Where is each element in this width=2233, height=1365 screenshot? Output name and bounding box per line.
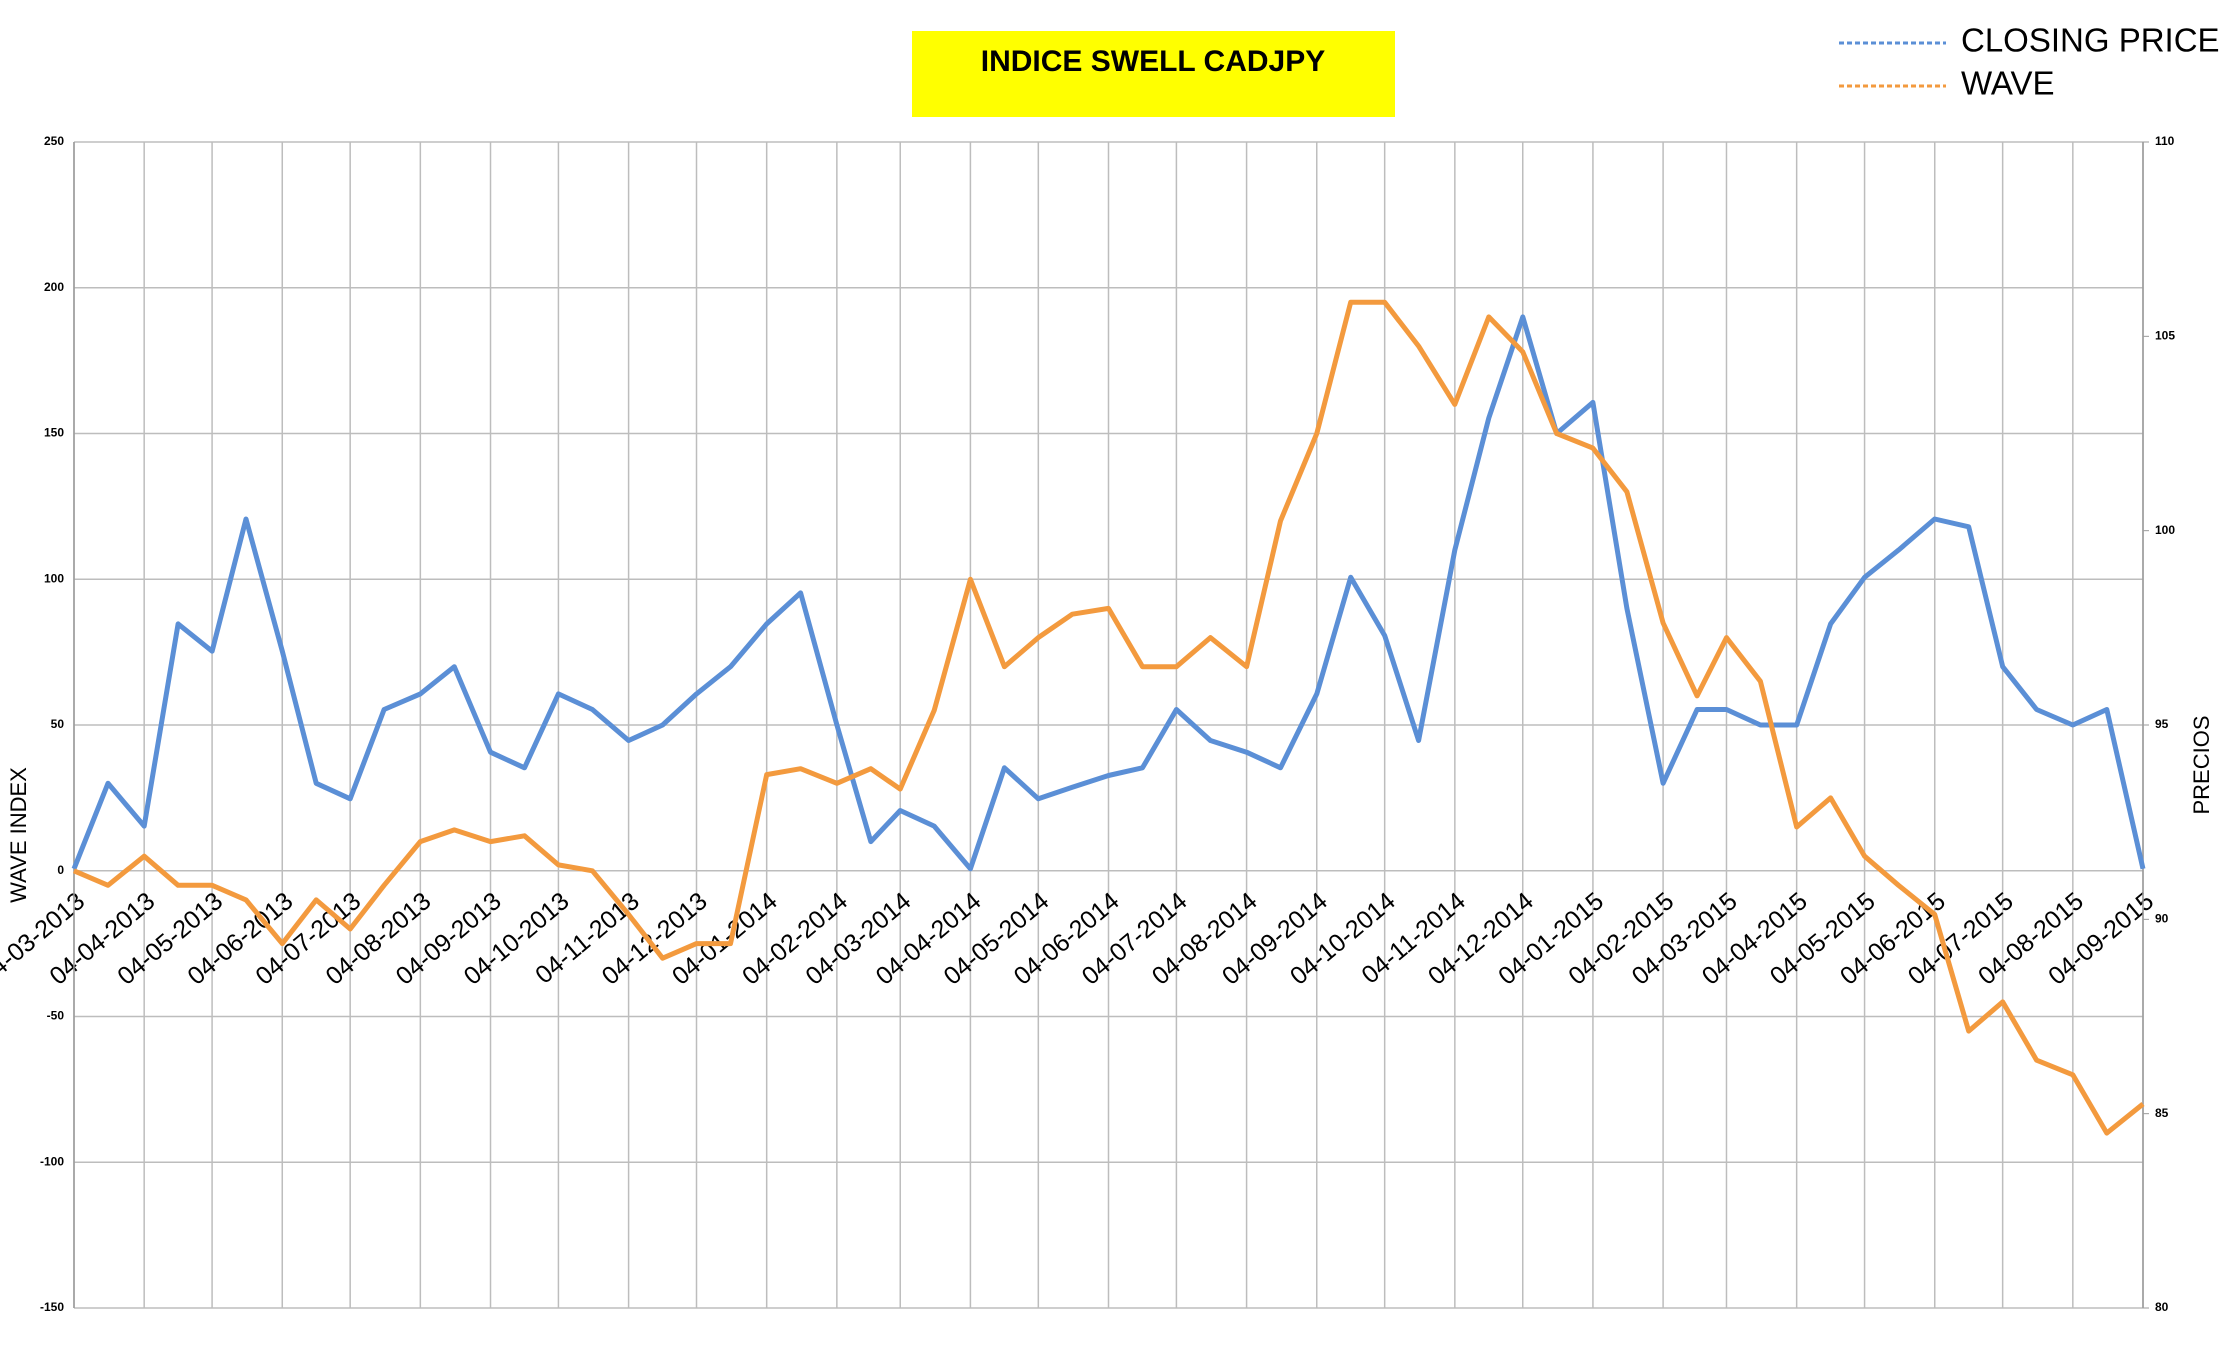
y2-tick-label: 85 [2155,1106,2169,1120]
y-tick-label: -150 [40,1300,64,1314]
y-tick-label: 200 [44,280,64,294]
y2-tick-label: 100 [2155,523,2175,537]
y-tick-label: 150 [44,426,64,440]
series-line [71,314,2146,872]
y-axis-label: WAVE INDEX [6,767,31,903]
series-line [73,299,2145,1136]
y2-tick-label: 105 [2155,329,2175,343]
chart-title: INDICE SWELL CADJPY [981,45,1326,78]
title-box [912,31,1395,117]
y2-tick-label: 110 [2155,134,2175,148]
y-tick-label: 250 [44,134,64,148]
y2-tick-label: 90 [2155,912,2169,926]
y-tick-label: 50 [51,717,65,731]
y2-tick-label: 80 [2155,1300,2169,1314]
y-tick-label: 0 [57,863,64,877]
legend-label: CLOSING PRICE [1961,22,2220,59]
y2-tick-label: 95 [2155,717,2169,731]
y-tick-label: 100 [44,571,64,585]
y2-axis-label: PRECIOS [2189,715,2214,814]
y-tick-label: -50 [47,1009,65,1023]
legend-label: WAVE [1961,65,2055,102]
y-tick-label: -100 [40,1154,64,1168]
